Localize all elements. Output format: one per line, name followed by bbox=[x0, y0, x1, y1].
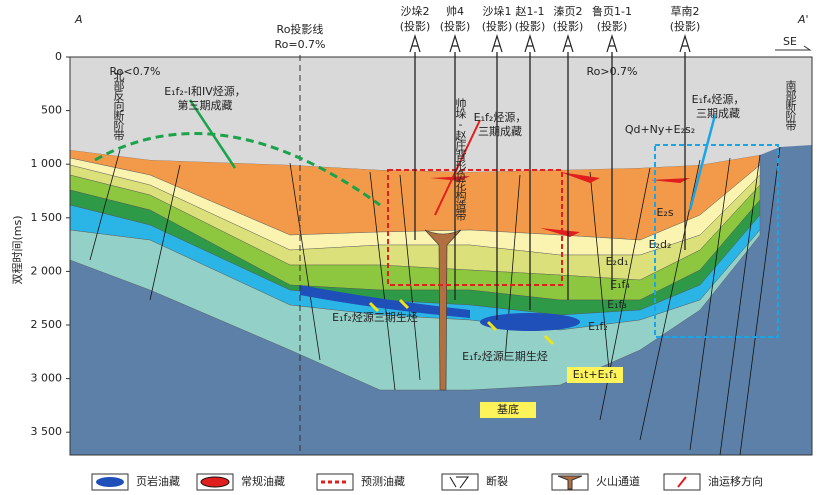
migration-arrow bbox=[688, 114, 717, 211]
section-end: A' bbox=[797, 13, 809, 26]
y-tick-label: 2 500 bbox=[31, 318, 63, 331]
well-note: (投影) bbox=[670, 19, 701, 33]
focus-box bbox=[387, 169, 563, 286]
annotation: 北部反向断阶带 bbox=[112, 70, 125, 142]
legend-symbol bbox=[96, 477, 124, 487]
legend-label: 页岩油藏 bbox=[136, 474, 180, 488]
annotation: E₁f₂-I和IV烃源， bbox=[164, 84, 246, 98]
annotation: 基底 bbox=[497, 402, 519, 416]
fault bbox=[399, 174, 421, 381]
direction-arrow bbox=[775, 45, 812, 51]
yellow-arrow bbox=[486, 320, 498, 332]
annotation: E₁t+E₁f₁ bbox=[573, 368, 618, 381]
annotation: 三期成藏 bbox=[478, 125, 522, 138]
y-tick-label: 0 bbox=[55, 50, 62, 63]
annotation: E₂d₁ bbox=[606, 255, 629, 268]
plot-frame bbox=[69, 56, 813, 456]
legend-label: 预测油藏 bbox=[361, 474, 405, 488]
annotation: E₁f₄ bbox=[610, 278, 630, 291]
legend-symbol bbox=[449, 476, 469, 489]
annotation: E₂d₂ bbox=[649, 238, 672, 251]
well-name: 赵1-1 bbox=[516, 4, 545, 18]
legend-symbol bbox=[200, 476, 230, 488]
fault bbox=[289, 162, 321, 361]
conventional-oil bbox=[650, 178, 690, 183]
legend-symbol bbox=[677, 476, 687, 488]
focus-box bbox=[654, 144, 779, 338]
legend-label: 常规油藏 bbox=[241, 474, 285, 488]
fault bbox=[589, 171, 611, 381]
y-tick-label: 1 000 bbox=[31, 157, 63, 170]
well-note: (投影) bbox=[597, 19, 628, 33]
label-bg bbox=[567, 367, 623, 383]
y-tick-label: 500 bbox=[41, 104, 62, 117]
annotation: E₁f₂烃源三期生烃 bbox=[332, 310, 418, 324]
derrick bbox=[606, 33, 618, 53]
y-tick-label: 3 500 bbox=[31, 425, 63, 438]
legend-label: 火山通道 bbox=[596, 474, 640, 488]
well-note: (投影) bbox=[553, 19, 584, 33]
derrick bbox=[562, 33, 574, 53]
fault bbox=[689, 157, 731, 451]
well-name: 帅4 bbox=[446, 5, 464, 18]
fault bbox=[149, 164, 181, 301]
annotation: 帅垛-赵庄背形负花构造带 bbox=[454, 98, 467, 222]
conventional-oil bbox=[540, 228, 580, 237]
ro-label: Ro=0.7% bbox=[274, 38, 325, 51]
legend-label: 断裂 bbox=[486, 474, 508, 488]
y-tick-label: 2 000 bbox=[31, 264, 63, 277]
well-name: 溱页2 bbox=[554, 4, 583, 18]
derrick bbox=[491, 33, 503, 53]
annotation: E₁f₄烃源， bbox=[692, 92, 745, 106]
migration-arrow bbox=[434, 119, 481, 216]
fault bbox=[719, 154, 761, 455]
yellow-arrow bbox=[543, 334, 555, 346]
well-name: 沙垛1 bbox=[483, 5, 512, 18]
annotation: 第三期成藏 bbox=[178, 98, 233, 112]
derrick bbox=[524, 33, 536, 53]
well-name: 鲁页1-1 bbox=[592, 4, 632, 18]
derrick bbox=[409, 33, 421, 53]
ro-label: Ro<0.7% bbox=[109, 65, 160, 78]
y-tick-label: 3 000 bbox=[31, 372, 63, 385]
legend-label: 油运移方向 bbox=[708, 474, 763, 488]
derrick bbox=[449, 33, 461, 53]
well-note: (投影) bbox=[400, 19, 431, 33]
surface-area bbox=[70, 57, 812, 172]
legend-symbol bbox=[557, 475, 583, 490]
annotation: 南部断阶带 bbox=[784, 80, 797, 132]
conventional-oil bbox=[560, 172, 600, 183]
annotation: Qd+Ny+E₂s₂ bbox=[625, 123, 695, 136]
yellow-arrow bbox=[368, 301, 380, 313]
annotation: E₁f₂ bbox=[588, 320, 608, 333]
well-note: (投影) bbox=[482, 19, 513, 33]
annotation: E₁f₂烃源三期生烃 bbox=[462, 349, 548, 363]
y-axis-label: 双程时间(ms) bbox=[11, 215, 24, 284]
fault bbox=[369, 171, 396, 391]
y-tick-label: 1 500 bbox=[31, 211, 63, 224]
direction: SE bbox=[783, 35, 797, 48]
annotation: E₂s bbox=[656, 206, 673, 219]
ro-label: Ro投影线 bbox=[277, 22, 324, 36]
well-name: 沙垛2 bbox=[401, 5, 430, 18]
fault bbox=[739, 146, 781, 455]
derrick bbox=[679, 33, 691, 53]
annotation: 三期成藏 bbox=[696, 107, 740, 120]
section-end: A bbox=[74, 13, 83, 26]
conventional-oil bbox=[430, 176, 470, 181]
annotation: E₁f₃ bbox=[607, 298, 627, 311]
well-note: (投影) bbox=[440, 19, 471, 33]
shale-oil-band bbox=[300, 285, 470, 318]
stratum bbox=[70, 229, 761, 391]
volcanic-channel bbox=[424, 229, 462, 391]
annotation: E₁f₂烃源， bbox=[474, 110, 527, 124]
label-bg bbox=[480, 402, 536, 418]
migration-arrow bbox=[188, 99, 237, 169]
yellow-arrow bbox=[398, 298, 410, 310]
well-name: 草南2 bbox=[671, 5, 700, 18]
shale-oil bbox=[480, 313, 580, 331]
well-note: (投影) bbox=[515, 19, 546, 33]
fault bbox=[89, 149, 121, 261]
